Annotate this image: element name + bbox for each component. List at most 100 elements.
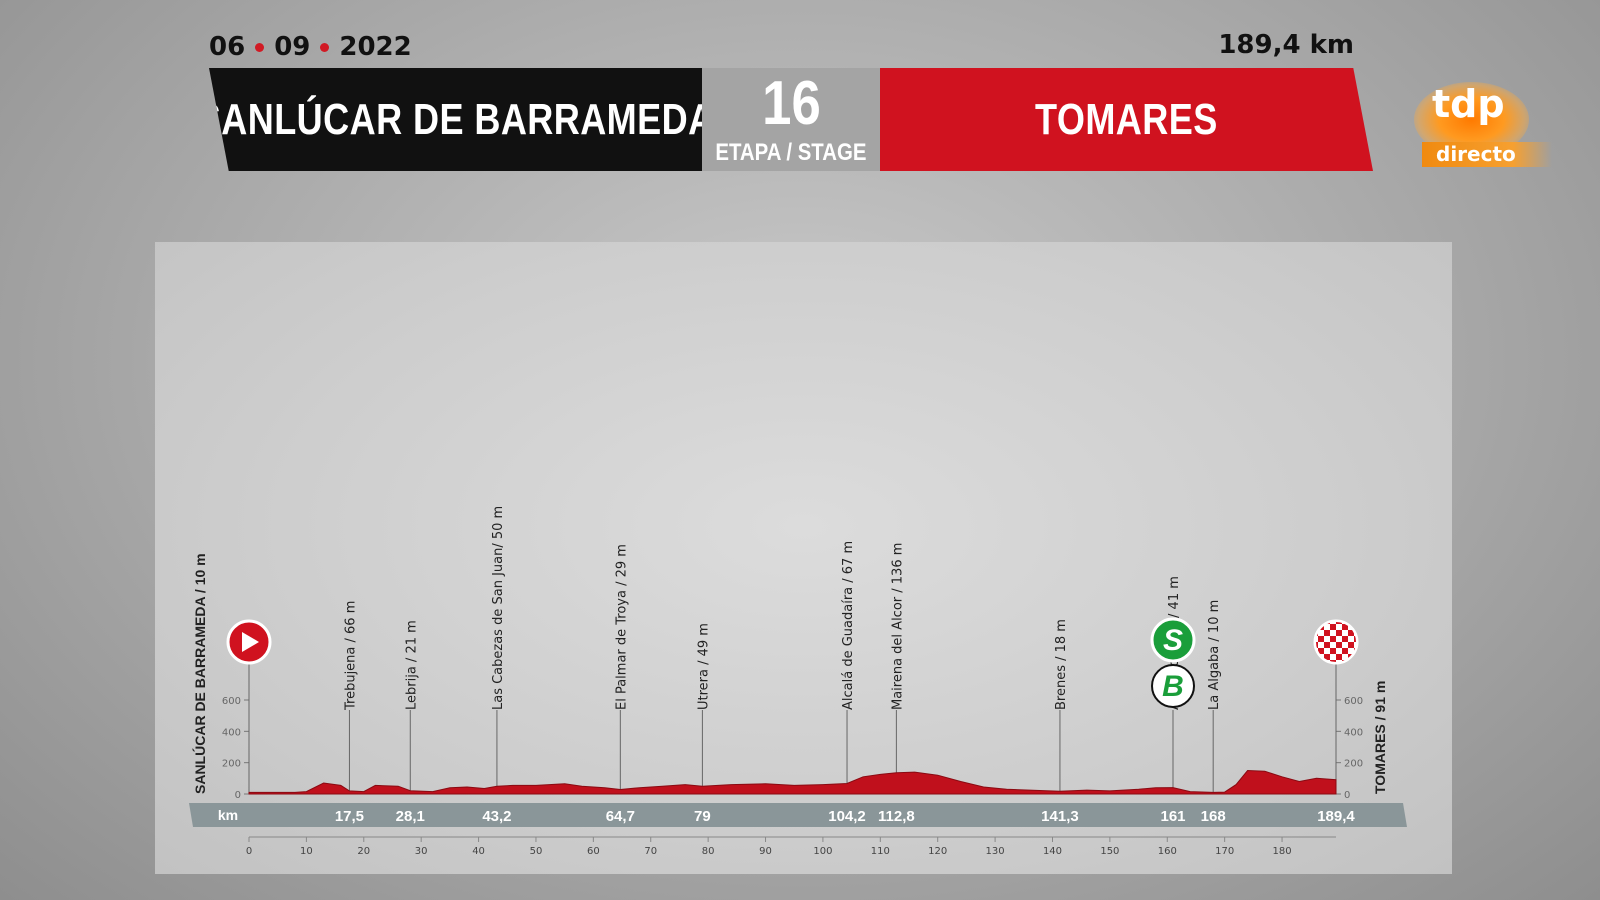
checker-square (1342, 636, 1348, 642)
x-tick-label: 180 (1273, 846, 1292, 857)
waypoint-name-label: Lebrija / 21 m (404, 620, 419, 710)
finish-city-banner: TOMARES (880, 68, 1373, 171)
waypoint-km-label: 161 (1160, 808, 1185, 825)
checker-square (1336, 622, 1342, 624)
date-separator-dot-icon (255, 42, 265, 52)
waypoint-name-label: Brenes / 18 m (1054, 619, 1069, 710)
stage-number-block: 16 ETAPA / STAGE (702, 68, 880, 171)
stage-label: ETAPA / STAGE (715, 138, 867, 166)
date-day: 06 (209, 32, 246, 62)
logo-brand: tdp (1432, 82, 1505, 126)
checker-square (1348, 642, 1354, 648)
checker-square (1348, 630, 1354, 636)
y-tick-label-right: 200 (1344, 759, 1363, 770)
waypoint-km-label: 168 (1201, 808, 1226, 825)
waypoint-name-label: Las Cabezas de San Juan/ 50 m (491, 506, 506, 710)
checker-square (1316, 654, 1318, 660)
waypoint-km-label: 43,2 (482, 808, 511, 825)
x-tick-label: 20 (357, 846, 370, 857)
waypoint-name-label: Mairena del Alcor / 136 m (890, 543, 905, 710)
stage-distance: 189,4 km (1218, 30, 1354, 60)
checker-square (1324, 630, 1330, 636)
km-distance-bar (189, 803, 1407, 827)
checker-square (1330, 624, 1336, 630)
checker-square (1324, 642, 1330, 648)
x-tick-label: 30 (415, 846, 428, 857)
waypoint-name-label: Utrera / 49 m (696, 623, 711, 710)
x-tick-label: 60 (587, 846, 600, 857)
sprint-s-icon (1150, 617, 1196, 663)
checker-square (1318, 648, 1324, 654)
tdp-directo-logo: tdp directo (1414, 82, 1554, 172)
waypoint-km-label: 17,5 (335, 808, 364, 825)
finish-city-axis-label: TOMARES / 91 m (1372, 681, 1388, 794)
y-tick-label-left: 600 (222, 696, 241, 707)
checker-square (1354, 636, 1356, 642)
x-tick-label: 100 (813, 846, 832, 857)
waypoint-km-label: 79 (694, 808, 711, 825)
waypoint-km-label: 64,7 (606, 808, 635, 825)
x-tick-label: 150 (1100, 846, 1119, 857)
waypoint-km-label: 104,2 (828, 808, 866, 825)
elevation-profile-area (248, 769, 1337, 795)
x-tick-label: 120 (928, 846, 947, 857)
checker-square (1330, 660, 1336, 662)
y-tick-label-left: 0 (235, 790, 241, 801)
marker-letter: S (1163, 624, 1183, 657)
y-tick-label-right: 600 (1344, 696, 1363, 707)
marker-letter: B (1162, 670, 1184, 703)
start-city-axis-label: SANLÚCAR DE BARRAMEDA / 10 m (191, 553, 208, 794)
y-tick-label-left: 200 (222, 759, 241, 770)
play-triangle-icon (242, 632, 259, 652)
x-tick-label: 40 (472, 846, 485, 857)
checker-square (1336, 630, 1342, 636)
checker-square (1324, 654, 1330, 660)
waypoint-name-label: La Algaba / 10 m (1207, 600, 1222, 710)
km-bar-label: km (218, 807, 238, 823)
checker-square (1348, 622, 1354, 624)
waypoint-name-label: Trebujena / 66 m (343, 601, 358, 711)
x-tick-label: 170 (1215, 846, 1234, 857)
waypoint-name-label: Alcalá de Guadaíra / 67 m (841, 541, 856, 710)
logo-subtitle: directo (1422, 142, 1552, 167)
checker-square (1330, 648, 1336, 654)
checker-square (1342, 648, 1348, 654)
y-tick-label-right: 400 (1344, 727, 1363, 738)
checker-square (1336, 642, 1342, 648)
profile-panel: 0 0 200 200 400 400 600 600 km 17,5 28,1 43,2 64,7 79… (155, 242, 1452, 874)
checker-square (1316, 642, 1318, 648)
checker-square (1316, 622, 1318, 624)
stage-number: 16 (761, 68, 821, 138)
x-tick-label: 50 (530, 846, 543, 857)
y-tick-label-right: 0 (1344, 790, 1350, 801)
date-separator-dot-icon (320, 42, 330, 52)
waypoint-name-label: El Palmar de Troya / 29 m (614, 544, 629, 710)
x-tick-label: 10 (300, 846, 313, 857)
x-tick-label: 0 (246, 846, 252, 857)
x-tick-label: 160 (1158, 846, 1177, 857)
x-tick-label: 130 (986, 846, 1005, 857)
checker-square (1318, 636, 1324, 642)
x-tick-label: 140 (1043, 846, 1062, 857)
checkered-pattern (1316, 622, 1356, 662)
y-tick-label-left: 400 (222, 727, 241, 738)
checker-square (1336, 654, 1342, 660)
finish-city-name: TOMARES (1035, 94, 1218, 144)
bonus-b-icon (1151, 664, 1196, 708)
checker-square (1318, 660, 1324, 662)
waypoint-km-label: 112,8 (878, 808, 915, 825)
stage-date: 06 09 2022 (209, 30, 412, 64)
checker-square (1342, 624, 1348, 630)
date-month: 09 (274, 32, 311, 62)
x-tick-label: 70 (644, 846, 657, 857)
start-city-name: SANLÚCAR DE BARRAMEDA (196, 94, 715, 144)
checker-square (1354, 660, 1356, 662)
waypoint-km-label: 189,4 (1317, 808, 1355, 825)
start-city-banner: SANLÚCAR DE BARRAMEDA (209, 68, 702, 171)
waypoint-km-label: 28,1 (396, 808, 425, 825)
date-year: 2022 (339, 32, 412, 62)
x-tick-label: 80 (702, 846, 715, 857)
waypoint-km-label: 141,3 (1041, 808, 1079, 825)
checker-square (1330, 636, 1336, 642)
